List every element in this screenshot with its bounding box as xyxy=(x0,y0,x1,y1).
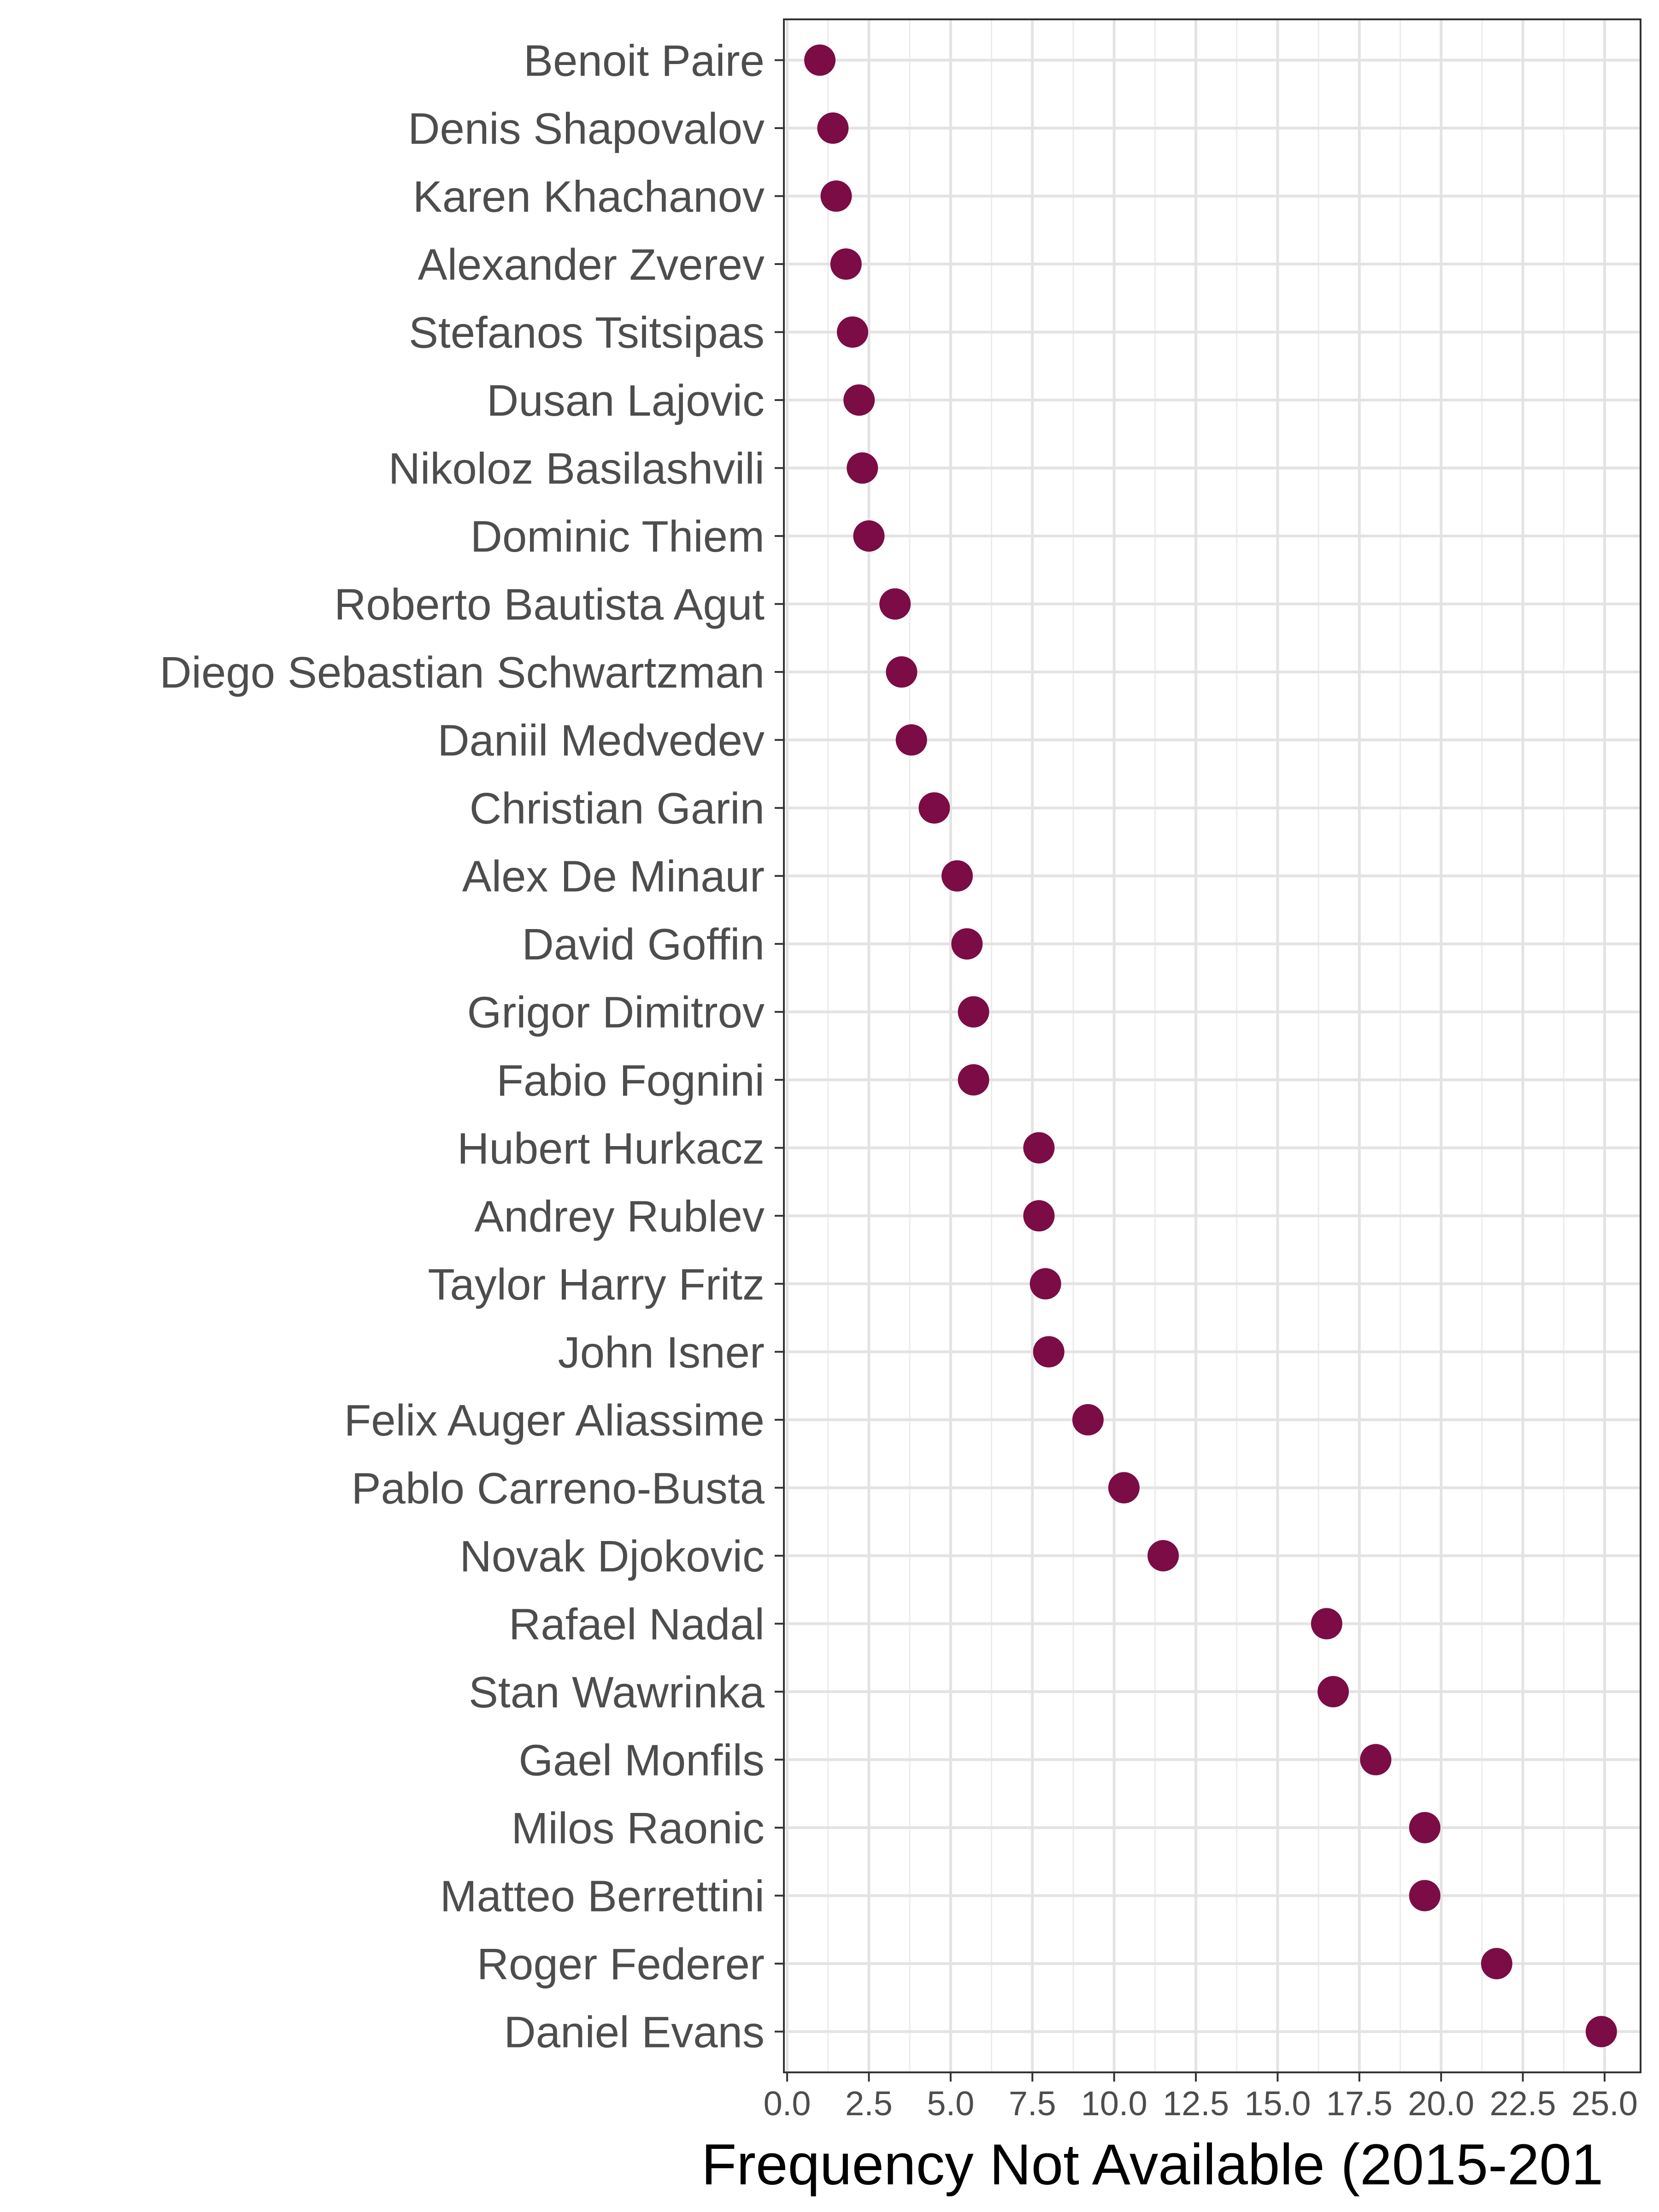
x-tick-label: 20.0 xyxy=(1408,2084,1474,2123)
data-point xyxy=(1409,1880,1441,1912)
data-point xyxy=(847,452,878,484)
data-point xyxy=(879,588,911,620)
data-point xyxy=(1147,1540,1179,1571)
category-label: Benoit Paire xyxy=(524,36,765,86)
category-label: Milos Raonic xyxy=(511,1804,765,1853)
data-point xyxy=(843,384,875,416)
category-label: Stefanos Tsitsipas xyxy=(409,308,765,358)
category-label: Daniel Evans xyxy=(504,2007,765,2057)
y-axis: Benoit Paire Denis Shapovalov Karen Khacha… xyxy=(159,36,784,2057)
gridlines xyxy=(784,19,1641,2072)
x-tick-label: 25.0 xyxy=(1571,2084,1638,2123)
data-point xyxy=(1023,1200,1055,1232)
category-label: Gael Monfils xyxy=(518,1735,765,1785)
category-label: Pablo Carreno-Busta xyxy=(352,1464,765,1513)
data-point xyxy=(1481,1947,1512,1979)
category-label: Diego Sebastian Schwartzman xyxy=(159,648,765,697)
data-point xyxy=(918,792,950,824)
x-tick-label: 7.5 xyxy=(1009,2084,1056,2123)
data-point xyxy=(941,860,973,892)
x-axis-title: Frequency Not Available (2015-201 xyxy=(701,2133,1603,2197)
category-label: Andrey Rublev xyxy=(474,1192,765,1241)
category-label: Dominic Thiem xyxy=(471,512,765,561)
category-label: Daniil Medvedev xyxy=(437,716,765,765)
data-point xyxy=(951,928,983,960)
data-point xyxy=(804,44,836,76)
data-point xyxy=(817,112,849,144)
data-point xyxy=(820,180,852,212)
data-point xyxy=(1030,1268,1061,1300)
data-point xyxy=(1360,1744,1392,1776)
category-label: Taylor Harry Fritz xyxy=(428,1260,765,1309)
data-point xyxy=(895,724,927,756)
x-tick-label: 10.0 xyxy=(1081,2084,1147,2123)
data-point xyxy=(830,248,862,280)
x-tick-label: 15.0 xyxy=(1244,2084,1311,2123)
category-label: Karen Khachanov xyxy=(413,172,765,222)
x-tick-label: 2.5 xyxy=(845,2084,893,2123)
category-label: Hubert Hurkacz xyxy=(457,1124,765,1173)
panel-border xyxy=(783,18,1641,2073)
category-label: Felix Auger Aliassime xyxy=(344,1396,765,1445)
category-label: Rafael Nadal xyxy=(509,1600,765,1649)
category-label: Nikoloz Basilashvili xyxy=(388,444,765,494)
data-point xyxy=(837,316,869,348)
data-point xyxy=(958,1064,989,1096)
category-label: Alex De Minaur xyxy=(462,852,765,901)
data-point xyxy=(1072,1404,1104,1435)
category-label: Roger Federer xyxy=(477,1940,765,1989)
category-label: Christian Garin xyxy=(470,784,765,833)
category-label: Novak Djokovic xyxy=(459,1532,765,1581)
x-axis: 0.0 2.5 5.0 7.5 10.0 12.5 15.0 17.5 20.0 22.5 25.0 xyxy=(764,2072,1638,2123)
data-point xyxy=(853,520,885,552)
category-label: Roberto Bautista Agut xyxy=(334,580,765,629)
x-tick-label: 0.0 xyxy=(764,2084,811,2123)
x-tick-label: 22.5 xyxy=(1490,2084,1556,2123)
category-label: Grigor Dimitrov xyxy=(467,988,765,1037)
x-tick-label: 17.5 xyxy=(1326,2084,1393,2123)
data-point xyxy=(1023,1132,1055,1164)
x-tick-label: 12.5 xyxy=(1163,2084,1229,2123)
data-point xyxy=(1409,1812,1441,1843)
data-point xyxy=(1585,2016,1617,2047)
x-tick-label: 5.0 xyxy=(927,2084,974,2123)
category-label: Stan Wawrinka xyxy=(469,1668,765,1717)
category-label: David Goffin xyxy=(522,920,765,969)
category-label: John Isner xyxy=(558,1328,765,1377)
data-point xyxy=(1311,1608,1342,1640)
category-label: Alexander Zverev xyxy=(418,240,765,289)
data-point xyxy=(1108,1472,1140,1504)
data-point xyxy=(1033,1336,1065,1368)
data-point xyxy=(886,656,918,688)
category-label: Dusan Lajovic xyxy=(487,376,765,425)
category-label: Denis Shapovalov xyxy=(408,104,765,153)
category-label: Matteo Berrettini xyxy=(440,1871,765,1921)
data-points xyxy=(804,44,1617,2047)
data-point xyxy=(958,996,989,1028)
data-point xyxy=(1318,1676,1349,1707)
category-label: Fabio Fognini xyxy=(496,1056,765,1105)
